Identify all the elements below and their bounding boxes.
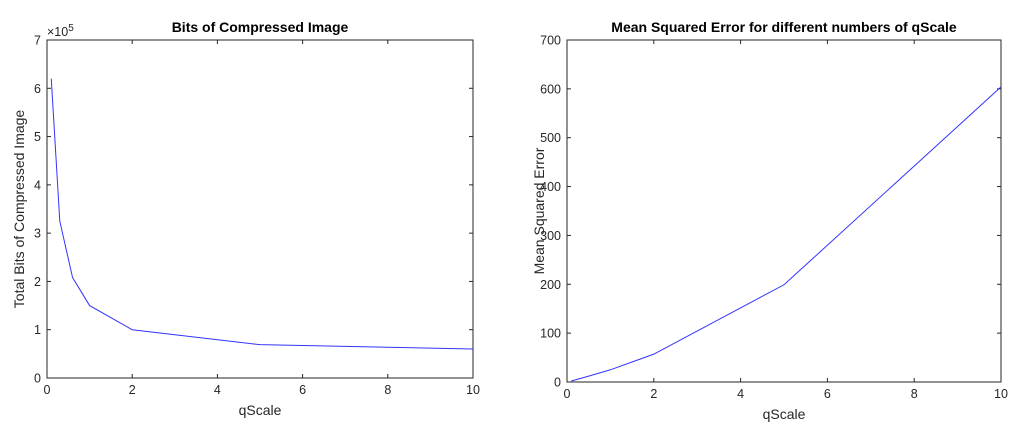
- bits-title: Bits of Compressed Image: [172, 19, 349, 35]
- bits-y-exponent-power: 5: [68, 23, 74, 34]
- mse-x-tick-label: 8: [911, 387, 918, 401]
- bits-x-tick-label: 6: [299, 383, 306, 397]
- bits-series-line: [50, 78, 474, 350]
- mse-y-tick-label: 100: [540, 327, 561, 341]
- mse-x-tick-label: 6: [824, 387, 831, 401]
- bits-y-tick-label: 5: [34, 130, 41, 144]
- mse-x-tick-label: 0: [564, 387, 571, 401]
- bits-x-tick-label: 0: [44, 383, 51, 397]
- bits-axes-box: [46, 39, 474, 379]
- bits-x-tick-label: 2: [129, 383, 136, 397]
- bits-x-tick-label: 8: [384, 383, 391, 397]
- mse-y-tick-label: 0: [554, 376, 561, 390]
- bits-x-tick-label: 4: [214, 383, 221, 397]
- mse-y-axis-label: Mean Squared Error: [531, 147, 547, 274]
- mse-y-tick-label: 400: [540, 180, 561, 194]
- mse-x-tick-label: 10: [994, 387, 1008, 401]
- mse-y-tick-label: 600: [540, 82, 561, 96]
- mse-title: Mean Squared Error for different numbers…: [611, 19, 957, 35]
- mse-axes-box: [566, 39, 1002, 383]
- bits-y-tick-label: 7: [34, 34, 41, 48]
- mse-y-tick-label: 200: [540, 278, 561, 292]
- bits-y-tick-label: 4: [34, 178, 41, 192]
- mse-series-line: [571, 86, 1002, 382]
- bits-y-tick-label: 3: [34, 227, 41, 241]
- bits-x-axis-label: qScale: [239, 402, 282, 418]
- bits-x-tick-label: 10: [466, 383, 480, 397]
- bits-chart: 0 2 4 6 8 10 0 1 2 3 4 5 6 7 ×105 Bits of Compressed Im…: [11, 19, 480, 418]
- mse-x-tick-label: 4: [737, 387, 744, 401]
- mse-x-tick-label: 2: [650, 387, 657, 401]
- bits-y-tick-label: 0: [34, 372, 41, 386]
- bits-y-axis-label: Total Bits of Compressed Image: [11, 110, 27, 309]
- mse-x-axis-label: qScale: [763, 406, 806, 422]
- bits-y-exponent: ×105: [47, 23, 74, 39]
- bits-y-tick-label: 6: [34, 82, 41, 96]
- mse-y-tick-label: 700: [540, 34, 561, 48]
- mse-y-tick-label: 500: [540, 131, 561, 145]
- bits-y-tick-label: 2: [34, 275, 41, 289]
- mse-y-tick-label: 300: [540, 229, 561, 243]
- bits-y-tick-label: 1: [34, 323, 41, 337]
